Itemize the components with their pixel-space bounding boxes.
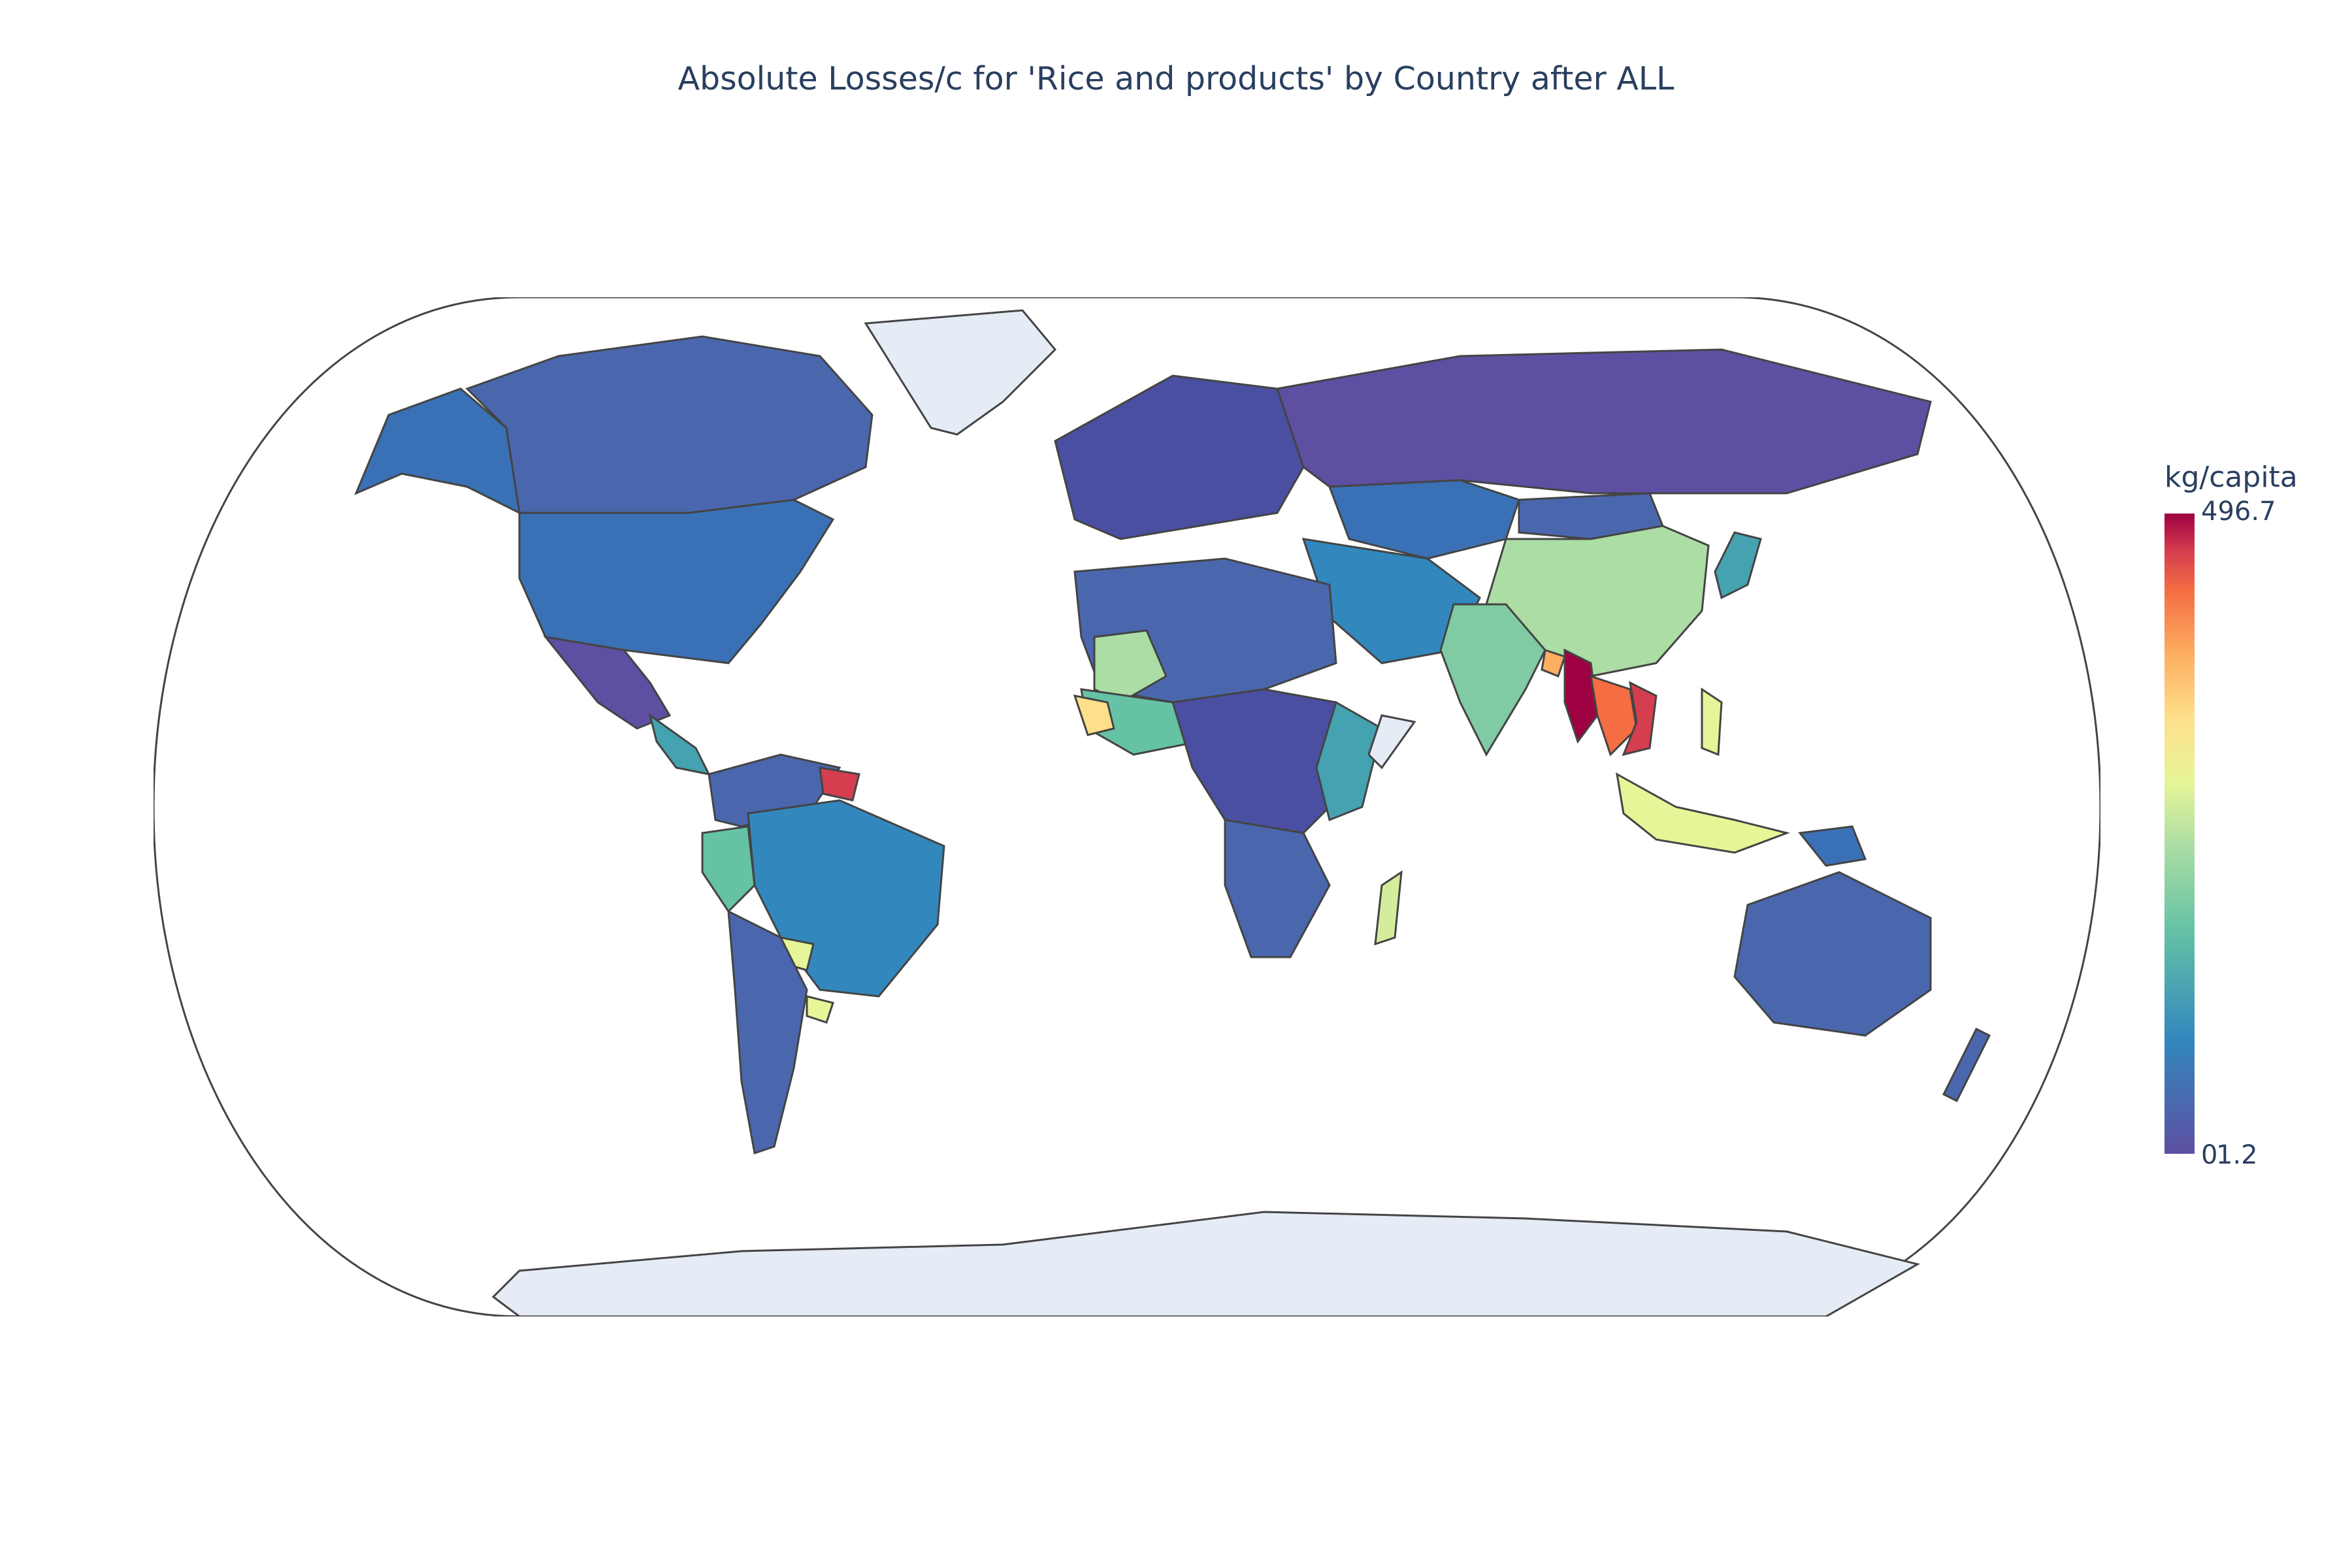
region-peru[interactable] — [701, 825, 756, 913]
colorbar — [2164, 514, 2195, 1154]
region-indonesia[interactable] — [1616, 772, 1791, 854]
region-papua[interactable] — [1798, 825, 1867, 867]
region-uruguay[interactable] — [806, 995, 834, 1024]
region-greenland[interactable] — [864, 309, 1057, 436]
colorbar-title: kg/capita — [2164, 461, 2298, 494]
region-russia[interactable] — [1276, 348, 1932, 495]
chart-title: Absolute Losses/c for 'Rice and products… — [678, 60, 1674, 97]
colorbar-min-overlap-label: 1.2 — [2216, 1140, 2258, 1170]
world-choropleth-map[interactable] — [154, 297, 2100, 1316]
region-japan-korea[interactable] — [1714, 531, 1762, 600]
region-antarctica[interactable] — [491, 1211, 1920, 1316]
region-argentina-chile[interactable] — [727, 909, 808, 1154]
region-vietnam-cambodia[interactable] — [1622, 681, 1658, 757]
region-europe[interactable] — [1054, 374, 1305, 540]
region-guinea[interactable] — [1073, 694, 1115, 736]
region-central-africa[interactable] — [1171, 688, 1344, 834]
region-madagascar[interactable] — [1374, 870, 1403, 946]
region-southern-africa[interactable] — [1224, 819, 1331, 958]
region-thailand-laos[interactable] — [1590, 674, 1638, 757]
colorbar-max-label: 496.7 — [2201, 497, 2276, 527]
region-alaska[interactable] — [354, 387, 521, 515]
region-usa[interactable] — [518, 498, 835, 664]
region-somalia[interactable] — [1367, 714, 1416, 770]
colorbar-min-label: 0 — [2201, 1140, 2218, 1170]
region-myanmar[interactable] — [1563, 648, 1599, 744]
region-australia[interactable] — [1733, 871, 1932, 1037]
region-mali[interactable] — [1093, 629, 1168, 704]
region-east-africa[interactable] — [1315, 700, 1383, 822]
region-india[interactable] — [1439, 603, 1546, 757]
region-new-zealand[interactable] — [1942, 1027, 1991, 1103]
region-bangladesh[interactable] — [1541, 649, 1566, 678]
region-guyana-suriname[interactable] — [819, 766, 860, 802]
region-central-america[interactable] — [648, 713, 711, 776]
region-philippines[interactable] — [1701, 687, 1723, 757]
